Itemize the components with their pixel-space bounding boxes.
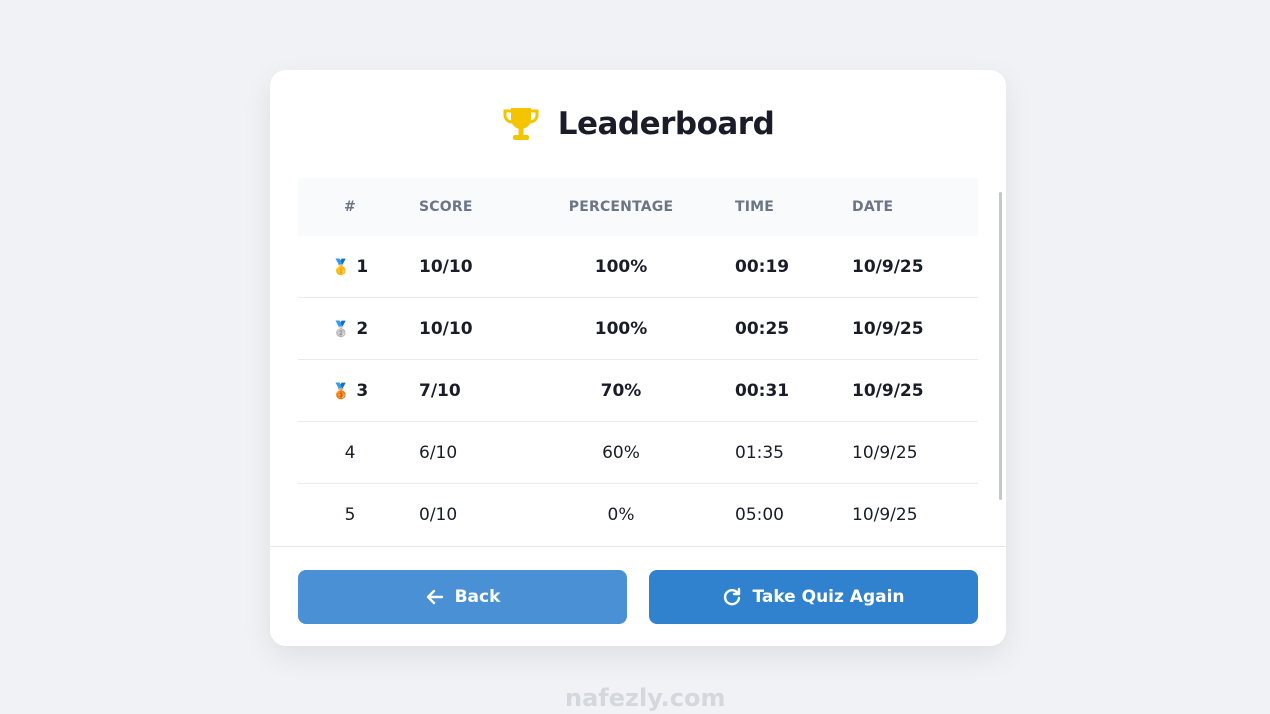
back-button[interactable]: Back	[298, 570, 627, 624]
score: 10/10	[419, 318, 473, 339]
date: 10/9/25	[852, 505, 918, 525]
date: 10/9/25	[852, 380, 924, 401]
header-date: DATE	[852, 199, 894, 215]
arrow-left-icon	[426, 589, 443, 605]
score: 6/10	[419, 442, 458, 463]
score: 0/10	[419, 505, 458, 525]
date: 10/9/25	[852, 442, 918, 463]
medal-icon: 🥇	[331, 257, 351, 276]
header-score: SCORE	[419, 199, 473, 215]
back-label: Back	[454, 587, 501, 607]
percentage: 70%	[600, 380, 642, 401]
table-row: 🥈 2 10/10 100% 00:25 10/9/25	[298, 298, 978, 360]
leaderboard-table: # SCORE PERCENTAGE TIME DATE 🥇 1 10/10 10…	[298, 178, 978, 546]
percentage: 60%	[602, 442, 640, 463]
medal-icon: 🥉	[331, 381, 351, 400]
take-quiz-again-button[interactable]: Take Quiz Again	[649, 570, 978, 624]
table-row: 🥉 3 7/10 70% 00:31 10/9/25	[298, 360, 978, 422]
rank-cell: 🥈 2	[298, 319, 402, 339]
rank: 1	[356, 256, 369, 277]
rank-cell: 5	[298, 505, 402, 525]
time: 00:19	[735, 256, 790, 277]
table-row: 🥇 1 10/10 100% 00:19 10/9/25	[298, 236, 978, 298]
page-title: Leaderboard	[557, 106, 775, 142]
leaderboard-card: Leaderboard # SCORE PERCENTAGE TIME DATE…	[270, 70, 1006, 646]
header-percentage: PERCENTAGE	[568, 199, 674, 215]
percentage: 0%	[607, 505, 635, 525]
refresh-icon	[724, 587, 741, 606]
time: 05:00	[735, 505, 784, 525]
rank: 3	[356, 380, 369, 401]
table-header: # SCORE PERCENTAGE TIME DATE	[298, 178, 978, 236]
rank-cell: 4	[298, 443, 402, 463]
rank-cell: 🥇 1	[298, 257, 402, 277]
date: 10/9/25	[852, 318, 924, 339]
table-row: 5 0/10 0% 05:00 10/9/25	[298, 484, 978, 546]
table-row: 4 6/10 60% 01:35 10/9/25	[298, 422, 978, 484]
score: 7/10	[419, 380, 461, 401]
watermark: nafezly.com	[565, 684, 726, 712]
percentage: 100%	[594, 318, 648, 339]
time: 00:31	[735, 380, 790, 401]
percentage: 100%	[594, 256, 648, 277]
trophy-icon	[503, 108, 539, 140]
divider	[270, 546, 1006, 547]
header: Leaderboard	[270, 102, 1006, 146]
rank: 4	[344, 442, 356, 463]
rank-cell: 🥉 3	[298, 381, 402, 401]
header-rank: #	[344, 199, 356, 215]
scrollbar[interactable]	[999, 192, 1002, 500]
header-time: TIME	[735, 199, 775, 215]
rank: 2	[356, 318, 369, 339]
date: 10/9/25	[852, 256, 924, 277]
time: 01:35	[735, 442, 784, 463]
medal-icon: 🥈	[331, 319, 351, 338]
time: 00:25	[735, 318, 790, 339]
score: 10/10	[419, 256, 473, 277]
rank: 5	[344, 505, 356, 525]
take-quiz-again-label: Take Quiz Again	[752, 587, 905, 607]
